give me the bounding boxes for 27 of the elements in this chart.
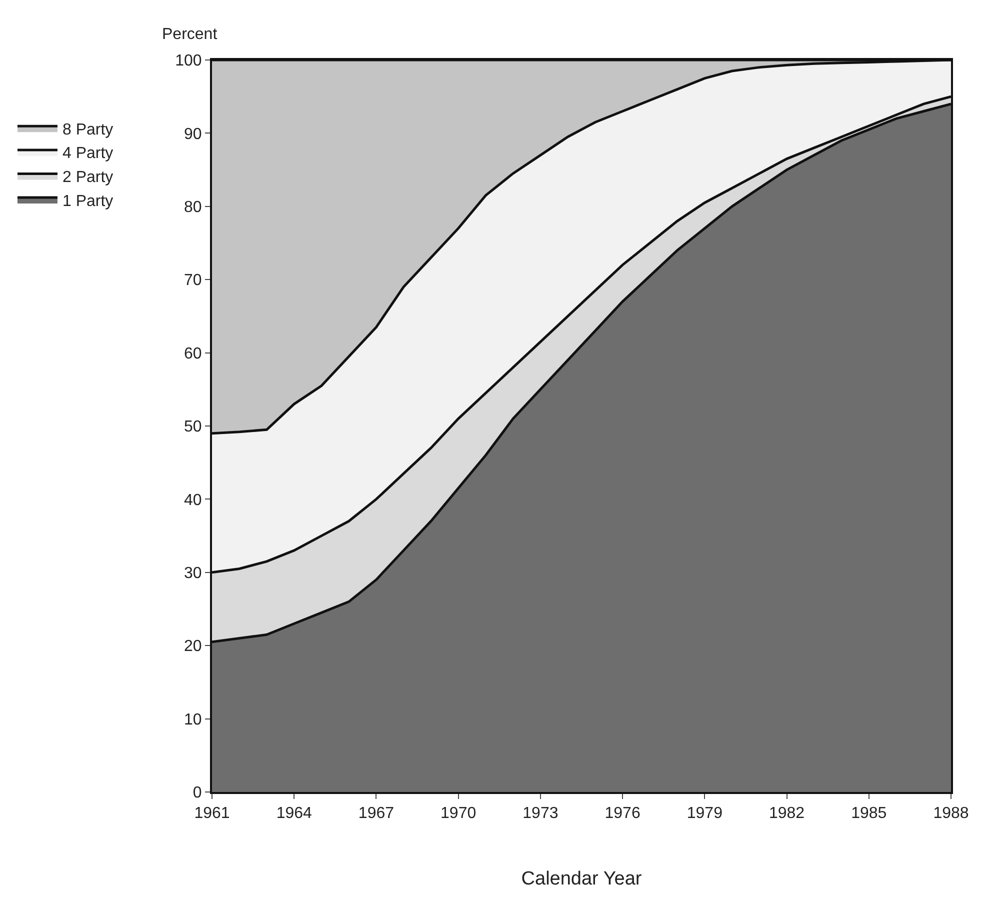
x-tick-label: 1979 <box>686 805 723 822</box>
y-tick-label: 80 <box>184 199 202 216</box>
legend-label: 1 Party <box>62 192 114 210</box>
x-tick-label: 1973 <box>522 805 558 822</box>
y-tick-label: 0 <box>192 784 202 802</box>
y-tick-label: 50 <box>184 418 202 436</box>
y-tick-label: 90 <box>184 126 202 143</box>
y-tick-label: 40 <box>184 492 202 509</box>
x-axis-title: Calendar Year <box>521 868 642 890</box>
legend-label: 4 Party <box>62 145 114 162</box>
x-tick-label: 1961 <box>194 805 230 822</box>
y-tick-label: 60 <box>184 345 202 362</box>
y-tick-label: 70 <box>184 272 202 290</box>
y-tick-label: 10 <box>184 711 202 728</box>
y-tick-label: 30 <box>184 565 202 582</box>
x-tick-label: 1982 <box>768 805 805 822</box>
x-tick-label: 1988 <box>933 805 969 822</box>
legend-label: 8 Party <box>62 121 114 138</box>
x-tick-label: 1964 <box>276 805 312 822</box>
y-axis-title: Percent <box>162 26 218 43</box>
x-tick-label: 1976 <box>604 805 640 822</box>
y-tick-label: 100 <box>175 52 202 70</box>
legend-label: 2 Party <box>62 168 114 186</box>
x-tick-label: 1970 <box>440 805 476 822</box>
x-tick-label: 1985 <box>851 805 887 822</box>
y-tick-label: 20 <box>184 638 202 656</box>
x-tick-label: 1967 <box>358 805 394 822</box>
